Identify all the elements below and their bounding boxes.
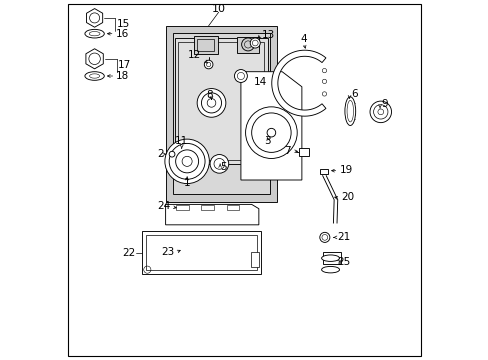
Text: 16: 16 [115, 29, 128, 39]
Bar [197, 39, 214, 51]
Text: 24: 24 [158, 201, 171, 211]
Circle shape [245, 107, 297, 158]
Bar [299, 148, 309, 156]
Text: 5: 5 [220, 162, 226, 172]
Text: 10: 10 [211, 4, 225, 14]
Bar [176, 205, 188, 211]
Bar [226, 205, 239, 211]
Text: 17: 17 [118, 59, 131, 69]
Circle shape [169, 151, 175, 157]
Text: 6: 6 [351, 89, 357, 99]
Text: 11: 11 [174, 136, 187, 145]
Text: 20: 20 [341, 192, 354, 202]
Text: 7: 7 [283, 145, 290, 156]
Bar [201, 205, 214, 211]
Circle shape [241, 38, 254, 51]
Circle shape [210, 154, 228, 173]
Bar [145, 234, 257, 270]
Text: 21: 21 [337, 232, 350, 242]
Text: 3: 3 [264, 136, 270, 145]
Text: 19: 19 [339, 165, 352, 175]
Circle shape [250, 38, 260, 48]
Text: 13: 13 [261, 30, 274, 40]
Text: 9: 9 [381, 99, 387, 109]
Text: 18: 18 [116, 71, 129, 81]
Bar [142, 231, 260, 274]
Bar [319, 168, 327, 174]
Bar [250, 252, 258, 267]
Circle shape [266, 129, 275, 137]
Ellipse shape [344, 97, 355, 126]
Bar [174, 39, 267, 164]
Ellipse shape [321, 255, 339, 261]
Circle shape [197, 89, 225, 117]
Ellipse shape [85, 30, 104, 38]
Text: 12: 12 [187, 50, 201, 60]
Circle shape [204, 60, 212, 69]
Text: 14: 14 [253, 77, 266, 87]
Bar [178, 42, 264, 160]
Polygon shape [86, 49, 103, 69]
Polygon shape [172, 33, 269, 194]
Polygon shape [165, 204, 258, 225]
Circle shape [319, 232, 329, 242]
Polygon shape [271, 50, 325, 116]
Bar [237, 37, 258, 53]
Circle shape [369, 101, 391, 123]
Text: 4: 4 [300, 35, 307, 44]
Text: 25: 25 [337, 257, 350, 267]
Bar [322, 252, 340, 264]
Text: 22: 22 [122, 248, 135, 258]
Bar [194, 36, 217, 54]
Text: 1: 1 [183, 178, 190, 188]
Circle shape [234, 69, 247, 82]
Polygon shape [165, 26, 276, 202]
Polygon shape [86, 9, 102, 27]
Text: 15: 15 [116, 19, 129, 29]
Ellipse shape [85, 72, 104, 80]
Text: 2: 2 [158, 149, 164, 159]
Circle shape [164, 139, 209, 184]
Text: 23: 23 [161, 247, 174, 257]
Polygon shape [241, 72, 301, 180]
Text: 8: 8 [205, 90, 212, 100]
